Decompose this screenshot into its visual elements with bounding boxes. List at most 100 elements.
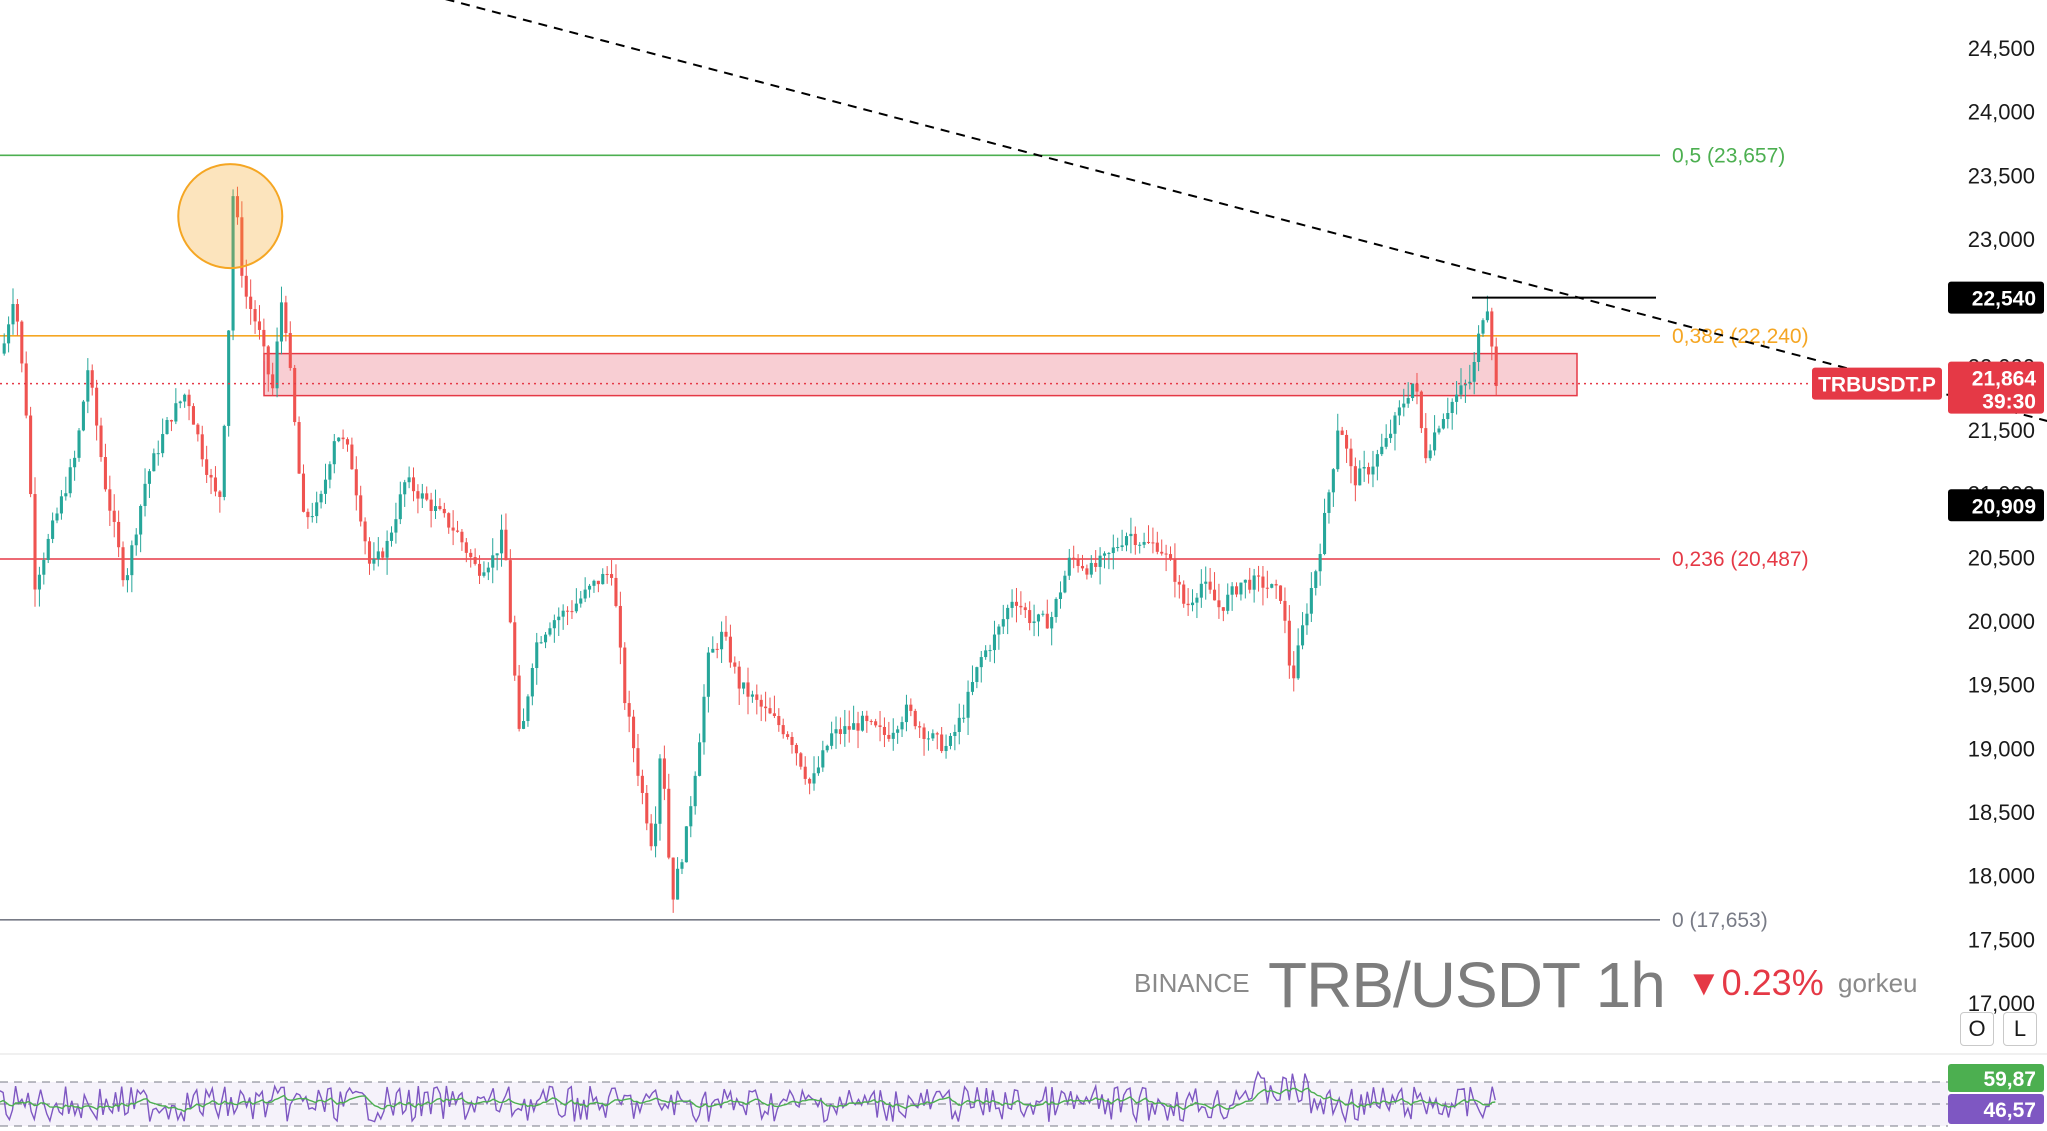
candle-body	[1402, 403, 1406, 408]
candle-body	[874, 721, 878, 726]
candle-body	[957, 717, 961, 732]
candle-body	[1076, 558, 1080, 566]
candle-body	[605, 573, 609, 575]
candle-body	[935, 733, 939, 735]
candle-body	[838, 729, 842, 735]
candle-body	[7, 324, 11, 344]
candle-body	[1481, 320, 1485, 334]
candle-body	[376, 551, 380, 560]
candle-body	[469, 552, 473, 558]
candle-body	[200, 434, 204, 460]
candle-body	[799, 753, 803, 767]
watermark-symbol: TRB/USDT 1h	[1268, 949, 1666, 1021]
candle-body	[1331, 469, 1335, 493]
fib-level-label: 0,5 (23,657)	[1672, 144, 1785, 167]
candle-body	[526, 696, 530, 722]
candle-body	[209, 474, 213, 478]
candle-body	[574, 603, 578, 612]
candle-body	[266, 346, 270, 375]
candle-body	[1054, 598, 1058, 618]
rsi-ma-tag-bg	[1948, 1064, 2044, 1092]
candle-body	[1345, 434, 1349, 449]
candle-body	[24, 363, 28, 416]
y-tick-label: 21,500	[1968, 418, 2035, 443]
candle-body	[301, 473, 306, 512]
candle-body	[112, 510, 116, 522]
candle-body	[944, 745, 948, 752]
candle-body	[218, 491, 222, 497]
candle-body	[1221, 607, 1225, 611]
candle-body	[222, 425, 226, 497]
candle-body	[1111, 547, 1115, 554]
candle-body	[2, 343, 6, 354]
candle-body	[984, 650, 988, 658]
candle-body	[1252, 575, 1256, 590]
rsi-value-tag: 46,57	[1983, 1099, 2036, 1122]
candle-body	[29, 415, 33, 495]
candle-body	[1019, 605, 1023, 608]
overlay-o-button[interactable]: O	[1960, 1012, 1994, 1046]
candle-body	[1006, 607, 1010, 620]
candle-body	[86, 370, 90, 402]
candle-body	[81, 401, 85, 431]
log-scale-button[interactable]: L	[2003, 1012, 2037, 1046]
candle-body	[64, 493, 68, 497]
candle-body	[407, 477, 411, 483]
y-tick-label: 17,500	[1968, 927, 2035, 952]
candle-body	[1380, 446, 1384, 455]
last-price-tag: 21,864	[1972, 368, 2037, 391]
candle-body	[1133, 533, 1137, 546]
candle-body	[1208, 581, 1212, 590]
candle-body	[926, 738, 930, 740]
candle-body	[1494, 346, 1498, 386]
candle-body	[1411, 383, 1415, 399]
candle-body	[658, 758, 662, 824]
rsi-ma-tag: 59,87	[1983, 1068, 2036, 1091]
candle-body	[790, 736, 794, 745]
candle-body	[455, 530, 460, 532]
candle-body	[1463, 383, 1467, 386]
high-price-tag: 22,540	[1972, 288, 2036, 311]
candle-body	[1041, 613, 1045, 615]
candle-body	[948, 735, 952, 746]
candle-body	[904, 704, 908, 723]
candle-body	[1437, 428, 1441, 433]
candle-body	[561, 610, 565, 617]
candle-body	[592, 580, 596, 586]
candle-body	[684, 826, 688, 863]
candle-body	[103, 457, 107, 490]
candle-body	[165, 420, 169, 435]
candle-body	[411, 477, 416, 492]
candle-body	[909, 704, 913, 711]
candle-body	[332, 441, 336, 465]
candle-body	[1455, 394, 1459, 402]
candle-body	[1089, 562, 1093, 575]
candle-body	[913, 710, 917, 727]
candle-body	[689, 806, 693, 827]
candle-body	[297, 422, 301, 474]
candle-body	[139, 505, 143, 535]
candle-body	[451, 527, 455, 531]
candle-body	[614, 577, 618, 606]
candle-body	[464, 542, 468, 553]
candle-body	[764, 706, 768, 709]
candle-body	[649, 823, 653, 847]
candle-body	[869, 721, 873, 723]
candle-body	[1424, 428, 1428, 459]
candle-body	[645, 792, 649, 824]
candle-body	[1067, 557, 1071, 576]
candle-body	[143, 483, 147, 506]
candle-body	[77, 430, 81, 458]
candle-body	[1014, 601, 1019, 606]
y-tick-label: 20,500	[1968, 545, 2035, 570]
candle-body	[486, 567, 490, 573]
candle-body	[724, 631, 728, 637]
candle-body	[860, 715, 864, 731]
candle-body	[398, 494, 402, 520]
candle-body	[1168, 554, 1173, 560]
candle-body	[178, 401, 182, 404]
candle-body	[654, 823, 658, 847]
candle-body	[1023, 607, 1027, 611]
fib-level-label: 0,236 (20,487)	[1672, 548, 1809, 571]
